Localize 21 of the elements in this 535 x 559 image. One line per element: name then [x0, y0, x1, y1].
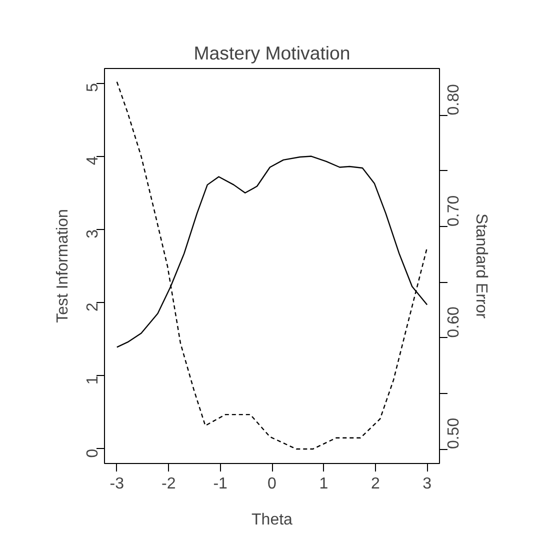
y-tick-label: 3	[84, 229, 102, 238]
y2-tick-label: 0.50	[446, 418, 462, 450]
x-tick-label: 0	[268, 476, 277, 492]
x-tick-label: -1	[213, 476, 228, 492]
y-tick-label: 4	[84, 156, 102, 166]
x-axis-title: Theta	[252, 512, 293, 528]
x-tick-label: 1	[319, 476, 328, 492]
x-tick-label: -2	[161, 476, 176, 492]
chart-title: Mastery Motivation	[194, 42, 350, 64]
y2-axis-title: Standard Error	[472, 214, 490, 320]
y-axis-title: Test Information	[54, 209, 72, 323]
x-tick-label: 2	[370, 476, 380, 492]
y-tick-label: 0	[84, 448, 102, 458]
y-tick-label: 5	[84, 83, 102, 92]
x-tick-label: -3	[110, 476, 124, 492]
y-tick-label: 1	[84, 376, 102, 385]
y-tick-label: 2	[84, 302, 102, 312]
y2-tick-label: 0.70	[446, 195, 462, 226]
y2-tick-label: 0.80	[446, 84, 462, 116]
y2-tick-label: 0.60	[446, 306, 462, 338]
x-tick-label: 3	[422, 476, 432, 492]
